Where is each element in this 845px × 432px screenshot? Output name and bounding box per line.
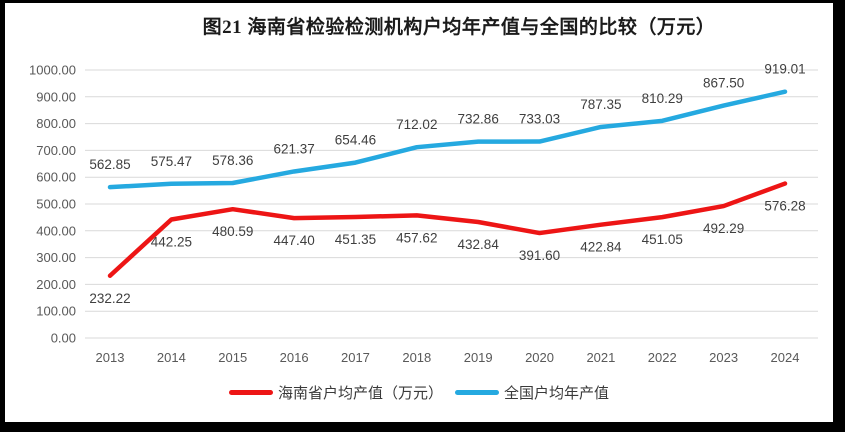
legend-swatch-hainan-line (228, 390, 273, 395)
legend-swatch-national-line (455, 390, 499, 395)
chart-legend: 海南省户均产值（万元） 全国户均年产值 (5, 382, 833, 403)
legend-item-national: 全国户均年产值 (455, 382, 609, 403)
legend-label-national: 全国户均年产值 (504, 385, 610, 402)
legend-label-hainan: 海南省户均产值（万元） (277, 385, 443, 402)
chart-title: 图21 海南省检验检测机构户均年产值与全国的比较（万元） (202, 17, 716, 38)
chart-canvas (5, 3, 833, 422)
legend-item-hainan: 海南省户均产值（万元） (228, 382, 443, 403)
